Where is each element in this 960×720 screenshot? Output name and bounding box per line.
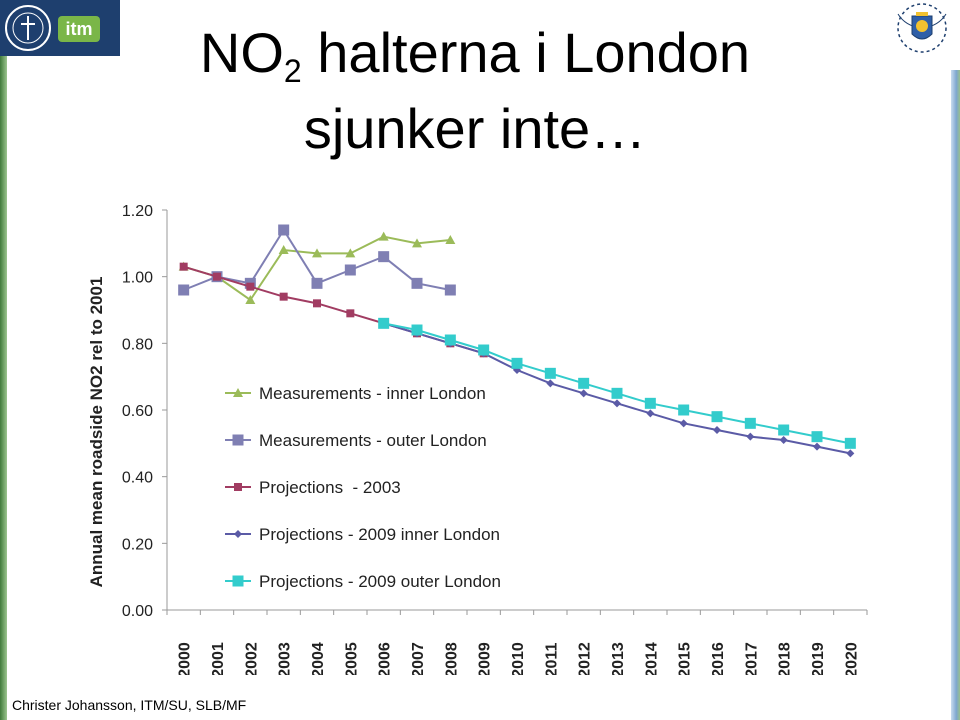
slide-title: NO2 halterna i London sjunker inte… (150, 24, 800, 158)
x-tick-label: 2007 (410, 642, 427, 675)
series-3-point (346, 309, 355, 318)
series-5-point (378, 317, 390, 329)
legend-marker (232, 434, 244, 446)
y-tick-label: 0.60 (122, 403, 153, 420)
university-seal-logo (5, 5, 51, 51)
x-tick-label: 2001 (210, 642, 227, 675)
series-5-point (811, 431, 823, 443)
legend-label: Measurements - inner London (259, 384, 486, 403)
x-tick-label: 2019 (810, 642, 827, 675)
series-5-point (478, 344, 490, 356)
x-tick-label: 2006 (377, 642, 394, 675)
y-tick-label: 1.00 (122, 270, 153, 287)
legend-marker (233, 388, 243, 397)
legend-label: Projections - 2003 (259, 478, 401, 497)
series-4-point (779, 436, 788, 444)
series-4-point (846, 449, 855, 458)
series-4-point (746, 432, 755, 441)
series-4-point (546, 379, 555, 388)
series-2-point (311, 277, 323, 289)
series-5-point (511, 357, 523, 369)
x-tick-label: 2009 (477, 642, 494, 675)
series-2-point (411, 277, 423, 289)
y-axis-label: Annual mean roadside NO2 rel to 2001 (87, 277, 106, 588)
x-tick-label: 2011 (543, 643, 560, 675)
series-2-point (344, 264, 356, 276)
series-4-point (579, 389, 588, 398)
series-2-point (178, 284, 190, 296)
series-2-point (444, 284, 456, 296)
y-tick-label: 0.40 (122, 470, 153, 487)
series-5-point (678, 404, 690, 416)
x-tick-label: 2002 (243, 642, 260, 675)
series-1-point (245, 295, 256, 304)
x-tick-label: 2016 (710, 642, 727, 675)
series-3-point (213, 272, 221, 281)
series-4-point (679, 419, 688, 428)
series-4-point (713, 426, 721, 434)
series-1-line (183, 235, 451, 302)
legend-marker (234, 530, 242, 538)
series-4-point (646, 409, 655, 418)
stockholm-stad-logo (897, 3, 947, 53)
legend-label: Projections - 2009 outer London (259, 572, 501, 591)
series-5-point (844, 437, 856, 449)
series-5-point (711, 411, 723, 423)
series-4-point (613, 399, 621, 408)
series-3-point (279, 292, 288, 301)
series-1-point (445, 235, 456, 244)
x-tick-label: 2005 (343, 642, 360, 675)
series-5-point (778, 424, 790, 436)
y-tick-label: 0.20 (122, 536, 153, 553)
series-5-point (644, 397, 656, 409)
series-1-point (312, 248, 322, 258)
x-tick-label: 2017 (743, 642, 760, 675)
x-tick-label: 2000 (177, 642, 194, 675)
no2-line-chart: 0.00 0.20 0.40 0.60 0.80 1.00 1.20 2000 2001 2002… (87, 203, 868, 675)
series-4-point (813, 442, 821, 451)
x-tick-label: 2013 (610, 642, 627, 675)
title-subscript: 2 (283, 53, 302, 89)
series-5-point (744, 417, 756, 429)
y-tick-label: 1.20 (122, 203, 153, 220)
series-1-point (278, 245, 289, 254)
y-tick-label: 0.80 (122, 336, 153, 353)
right-decor-stripe (951, 70, 960, 720)
x-tick-label: 2014 (643, 642, 660, 675)
series-3-point (313, 299, 321, 308)
series-2-point (278, 224, 290, 236)
series-5-point (444, 334, 456, 346)
series-5-point (578, 377, 590, 389)
series-1-point (378, 231, 389, 241)
x-tick-label: 2020 (843, 642, 860, 675)
legend-marker (234, 483, 242, 491)
series-1-point (412, 238, 422, 248)
title-line-2: sjunker inte… (303, 97, 647, 160)
itm-logo: itm (58, 16, 100, 42)
title-line-1: NO2 halterna i London (199, 21, 751, 90)
series-1-point (345, 248, 356, 258)
x-tick-label: 2012 (577, 642, 594, 675)
x-tick-label: 2008 (443, 642, 460, 675)
x-tick-label: 2004 (310, 642, 327, 675)
y-tick-label: 0.00 (122, 603, 153, 620)
top-logo-band: itm (0, 0, 120, 56)
x-tick-label: 2018 (777, 642, 794, 675)
series-5-point (544, 367, 556, 379)
legend-label: Projections - 2009 inner London (259, 525, 500, 544)
series-5-point (611, 387, 623, 399)
x-tick-label: 2003 (277, 642, 294, 675)
x-tick-label: 2010 (510, 642, 527, 675)
series-3-point (246, 282, 255, 291)
legend-marker (232, 575, 244, 587)
x-tick-label: 2015 (677, 642, 694, 675)
series-5-point (411, 324, 423, 336)
series-2-point (378, 251, 390, 263)
left-decor-stripe (0, 56, 7, 720)
footer-credit: Christer Johansson, ITM/SU, SLB/MF (12, 697, 247, 713)
legend-label: Measurements - outer London (259, 431, 487, 450)
series-3-point (179, 262, 188, 271)
